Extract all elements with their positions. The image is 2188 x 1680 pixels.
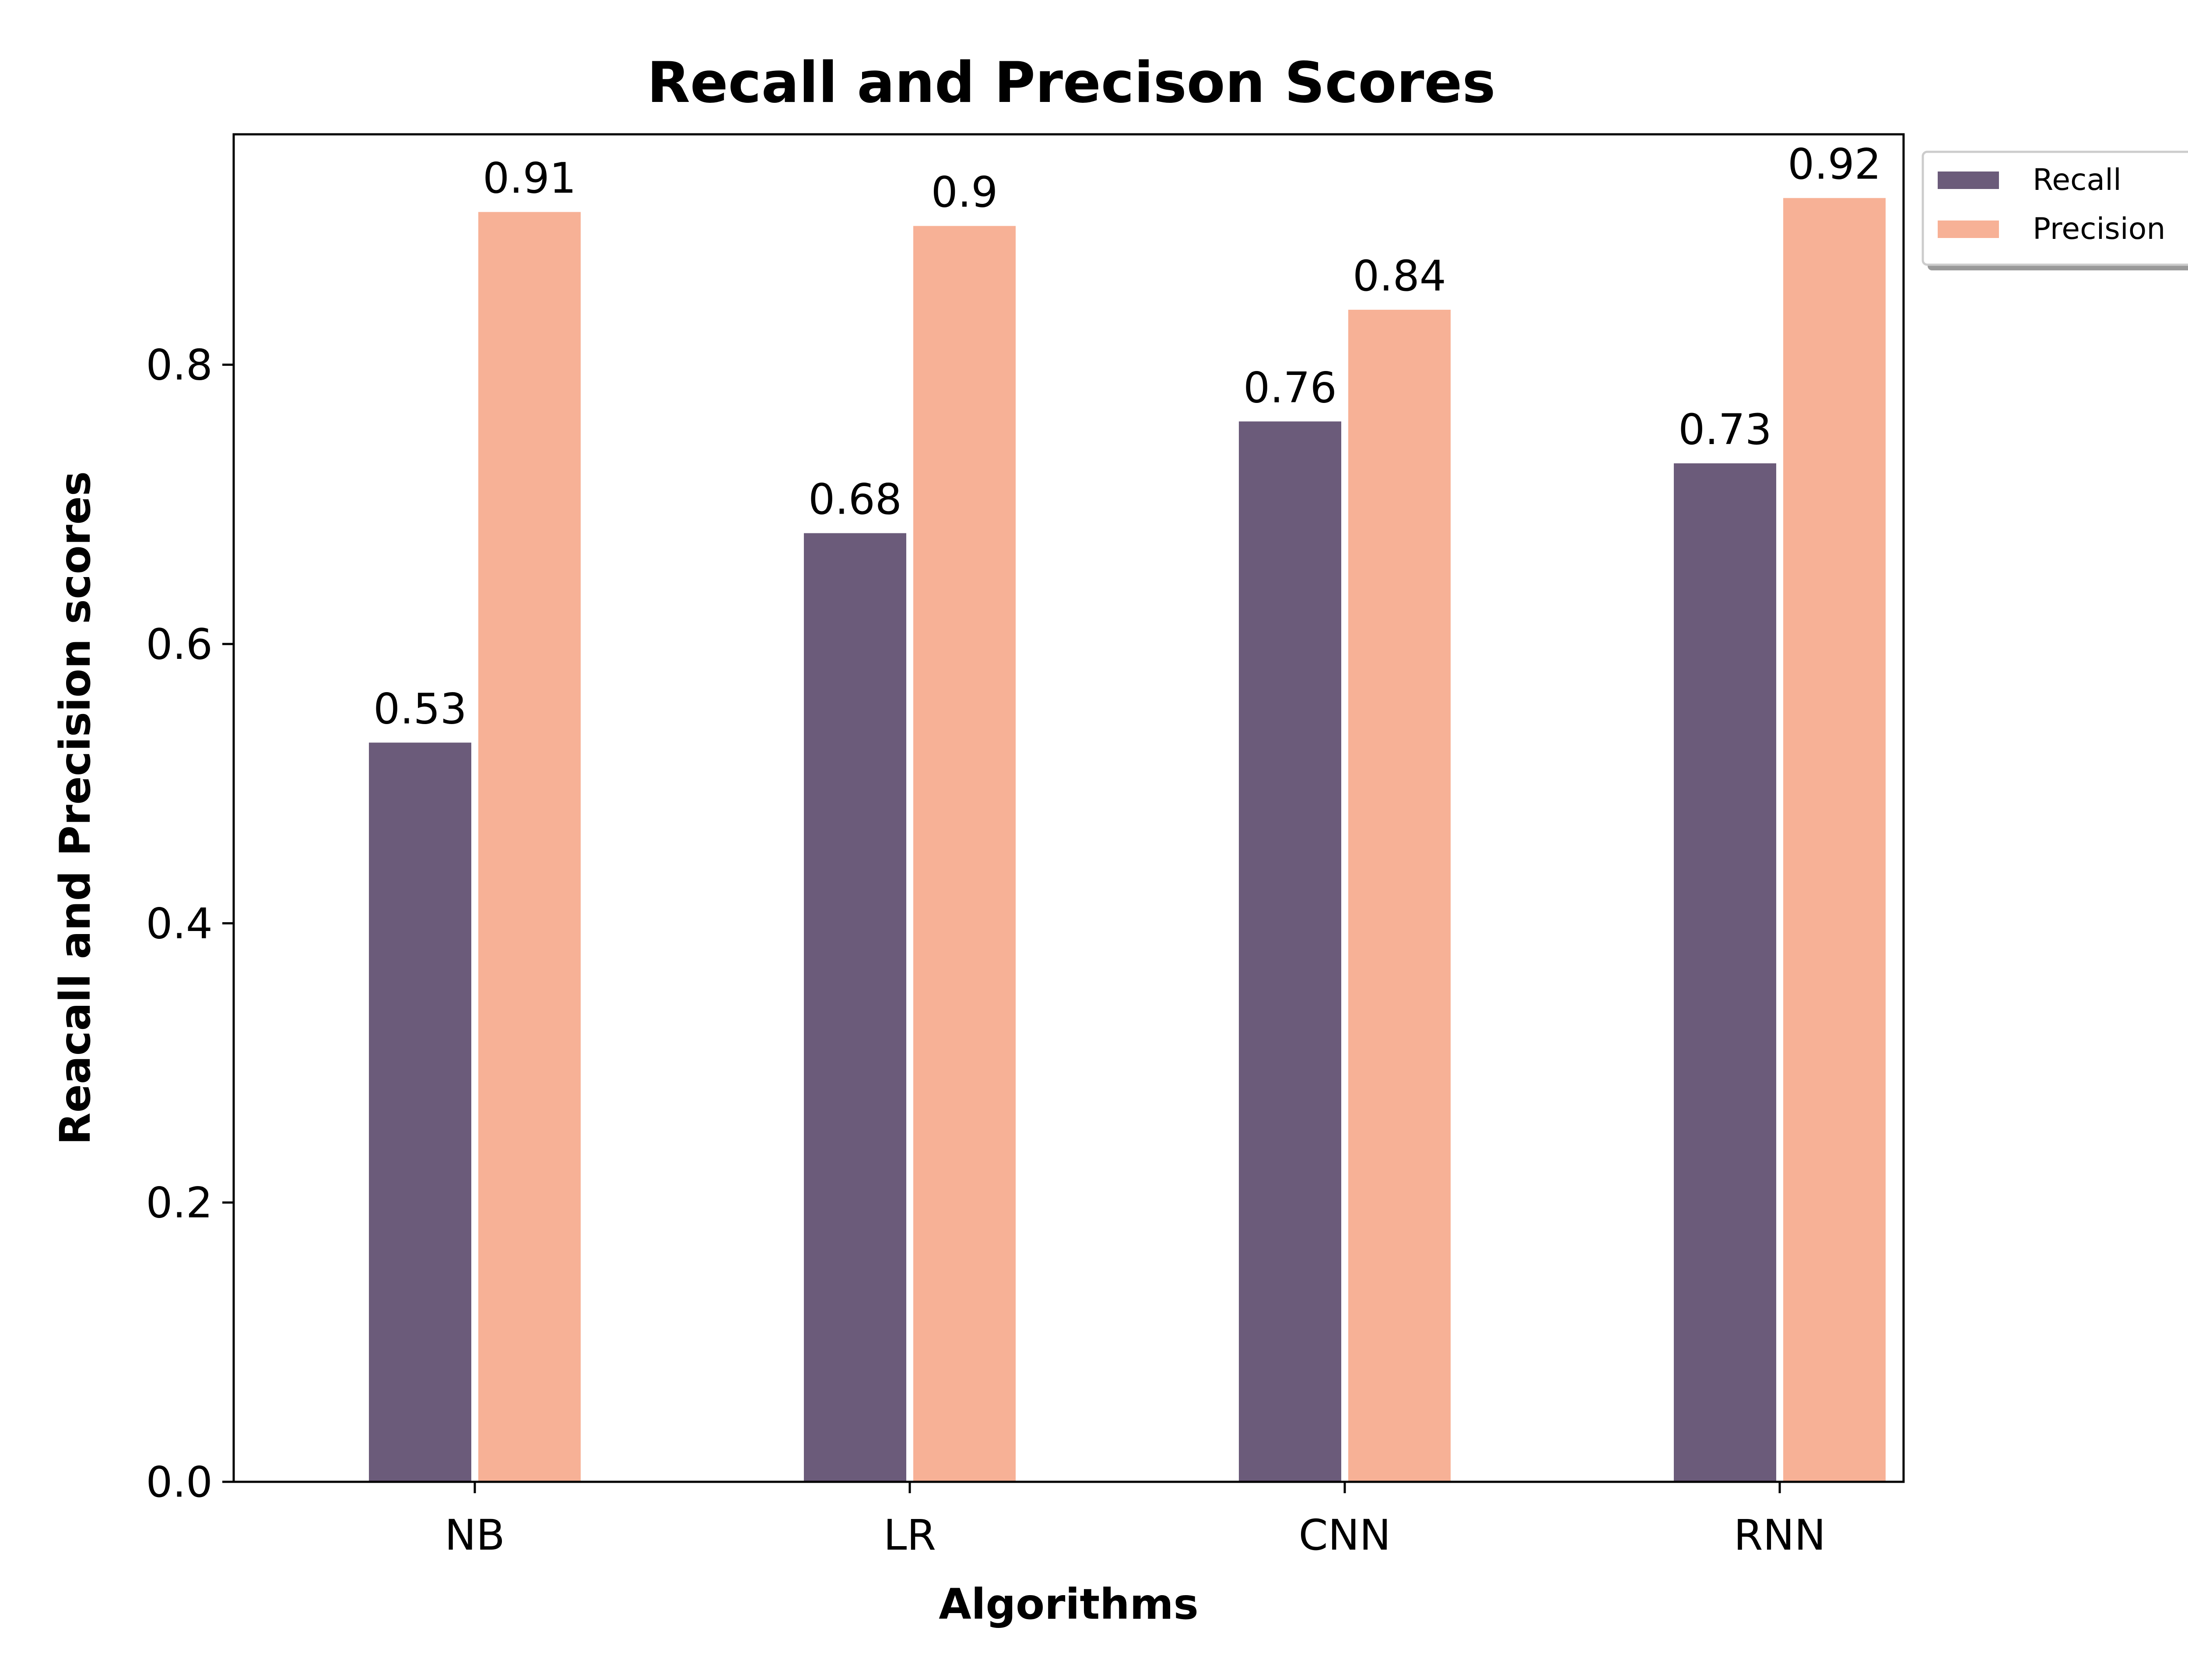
legend-swatch-precision	[1938, 220, 1999, 238]
bar-label-recall-lr: 0.68	[808, 475, 902, 524]
bar-precision-cnn	[1346, 308, 1452, 1483]
bar-precision-nb	[477, 210, 582, 1483]
y-tick-label: 0.6	[146, 620, 213, 669]
bar-recall-cnn	[1237, 420, 1343, 1483]
y-tick-label: 0.2	[146, 1179, 213, 1228]
legend-label-recall: Recall	[2033, 163, 2121, 197]
bar-label-precision-cnn: 0.84	[1353, 252, 1446, 301]
bar-label-recall-cnn: 0.76	[1243, 363, 1337, 412]
y-tick-label: 0.0	[146, 1458, 213, 1507]
bar-recall-nb	[367, 741, 473, 1483]
chart-title: Recall and Precison Scores	[647, 50, 1495, 116]
bar-label-precision-nb: 0.91	[483, 154, 576, 203]
x-tick-label-rnn: RNN	[1734, 1511, 1826, 1560]
x-tick-label-cnn: CNN	[1299, 1511, 1391, 1560]
bars-layer	[367, 196, 1887, 1483]
legend: Recall Precision	[1922, 150, 2188, 270]
x-axis: NB LR CNN RNN	[445, 1482, 1826, 1560]
y-tick-label: 0.4	[146, 899, 213, 948]
bar-labels-layer: 0.53 0.68 0.76 0.73 0.91 0.9 0.84 0.92	[373, 140, 1881, 734]
bar-label-precision-rnn: 0.92	[1788, 140, 1881, 189]
y-axis-label: Reacall and Precision scores	[51, 471, 100, 1145]
bar-label-recall-rnn: 0.73	[1678, 405, 1772, 454]
x-axis-label: Algorithms	[939, 1580, 1199, 1629]
bar-label-recall-nb: 0.53	[373, 684, 467, 733]
bar-recall-lr	[802, 531, 908, 1483]
y-tick-label: 0.8	[146, 341, 213, 390]
bar-recall-rnn	[1672, 462, 1778, 1483]
x-tick-label-lr: LR	[884, 1511, 936, 1560]
bar-label-precision-lr: 0.9	[931, 168, 998, 217]
plot-frame	[232, 133, 1905, 1483]
bar-precision-rnn	[1781, 196, 1887, 1483]
legend-label-precision: Precision	[2033, 212, 2165, 246]
legend-swatch-recall	[1938, 172, 1999, 189]
bar-precision-lr	[912, 224, 1017, 1483]
y-axis: 0.0 0.2 0.4 0.6 0.8	[146, 341, 234, 1507]
x-tick-label-nb: NB	[445, 1511, 505, 1560]
